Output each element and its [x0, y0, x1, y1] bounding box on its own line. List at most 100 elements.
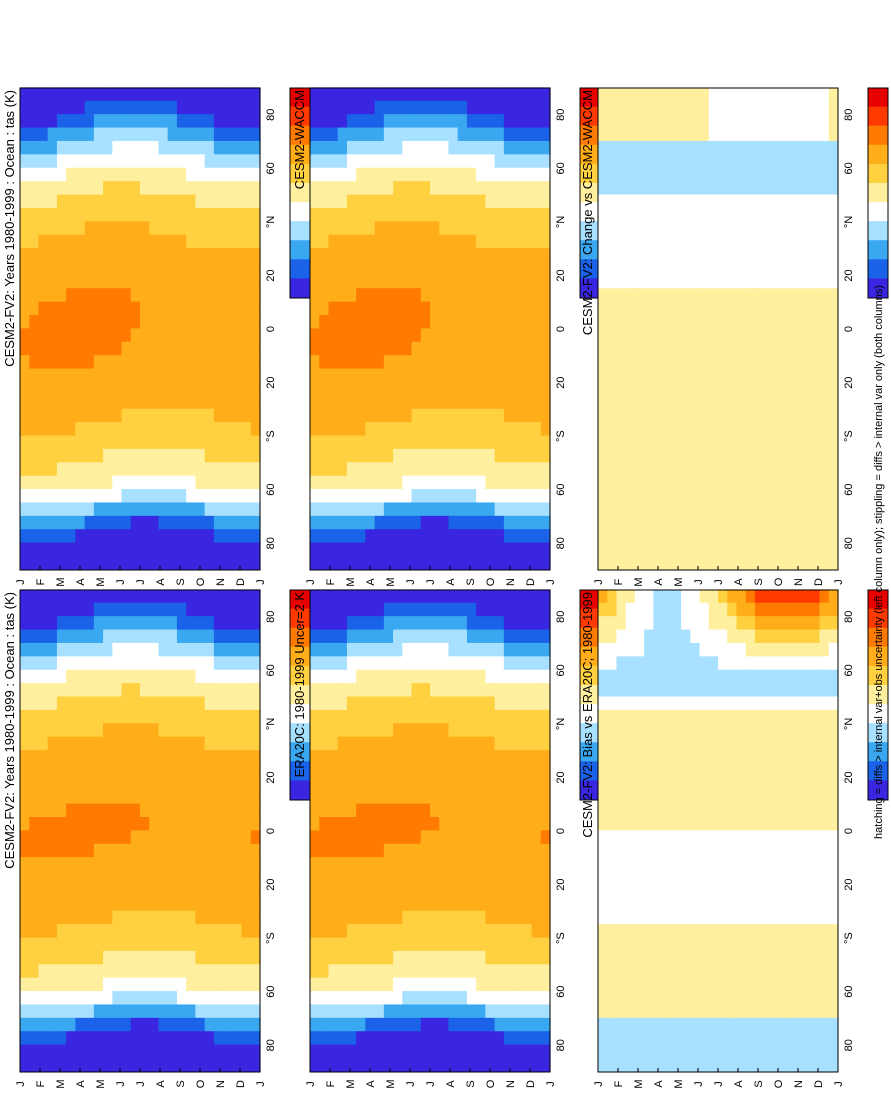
heat-cell [644, 642, 654, 657]
colorbar-swatch [580, 221, 600, 241]
heat-cell [513, 950, 523, 965]
heat-cell [690, 830, 701, 845]
heat-cell [782, 723, 793, 738]
heat-cell [383, 462, 394, 477]
x-tick-label: D [525, 1080, 537, 1088]
heat-cell [158, 408, 169, 423]
heat-cell [47, 897, 58, 912]
heat-cell [84, 669, 95, 684]
heat-cell [448, 924, 459, 939]
colorbar-swatch [290, 780, 310, 800]
heat-cell [616, 950, 627, 965]
heat-cell [204, 642, 215, 657]
heat-cell [448, 515, 459, 530]
heat-cell [319, 1058, 330, 1072]
heat-cell [56, 910, 67, 925]
heat-cell [448, 1044, 459, 1059]
heat-cell [513, 140, 523, 155]
heat-cell [540, 843, 551, 858]
heat-cell [736, 723, 747, 738]
heat-cell [310, 830, 320, 845]
heat-cell [420, 910, 431, 925]
heat-cell [84, 857, 95, 872]
heat-cell [176, 154, 187, 169]
heat-cell [466, 381, 477, 396]
heat-cell [531, 368, 542, 383]
heat-cell [393, 181, 403, 196]
heat-cell [745, 964, 756, 979]
heat-cell [764, 830, 774, 845]
heat-cell [158, 140, 169, 155]
heat-cell [319, 542, 330, 557]
heat-cell [204, 602, 215, 617]
heat-cell [476, 154, 486, 169]
heat-cell [540, 140, 551, 155]
heat-cell [466, 140, 477, 155]
heat-cell [84, 790, 95, 805]
heat-cell [430, 736, 440, 751]
heatmap-cells [598, 87, 839, 570]
heat-cell [411, 642, 422, 657]
heat-cell [47, 328, 58, 343]
heat-cell [393, 114, 403, 129]
heat-cell [439, 803, 450, 818]
heat-cell [319, 964, 330, 979]
heat-cell [782, 683, 793, 698]
heat-cell [103, 167, 113, 182]
heat-cell [328, 629, 339, 644]
heat-cell [598, 602, 608, 617]
y-tick-label: 80 [265, 537, 277, 549]
x-tick-label: S [753, 1080, 765, 1087]
heat-cell [328, 341, 339, 356]
heat-cell [607, 924, 618, 939]
heat-cell [140, 964, 150, 979]
heat-cell [383, 181, 394, 196]
heat-cell [671, 683, 682, 698]
heat-cell [671, 950, 682, 965]
heat-cell [130, 696, 141, 711]
heat-cell [513, 683, 523, 698]
heat-cell [644, 803, 654, 818]
heat-cell [513, 408, 523, 423]
colorbar: 543210-1-2-3-4-5 [867, 589, 889, 801]
heat-cell [223, 830, 233, 845]
heat-cell [241, 114, 252, 129]
heat-cell [195, 448, 206, 463]
heat-cell [250, 937, 261, 952]
heat-cell [430, 395, 440, 410]
heat-cell [607, 629, 618, 644]
heat-cell [176, 167, 187, 182]
heat-cell [513, 897, 523, 912]
heat-cell [653, 870, 664, 885]
heat-cell [411, 897, 422, 912]
heat-cell [112, 221, 123, 236]
heat-cell [319, 100, 330, 115]
heat-cell [393, 502, 403, 517]
heat-cell [346, 897, 357, 912]
heat-cell [346, 817, 357, 831]
heat-cell [764, 1031, 774, 1046]
heat-cell [457, 87, 468, 102]
heat-cell [241, 435, 252, 450]
heat-cell [232, 127, 243, 142]
heat-cell [232, 790, 243, 805]
heat-cell [250, 435, 261, 450]
heat-cell [20, 422, 30, 437]
colorbar-swatch [580, 704, 600, 724]
heat-cell [540, 435, 551, 450]
heat-cell [140, 274, 150, 289]
heat-cell [93, 181, 104, 196]
heat-cell [439, 435, 450, 450]
heat-cell [38, 475, 49, 490]
heat-cell [708, 589, 719, 604]
heat-cell [754, 790, 765, 805]
heat-cell [430, 87, 440, 102]
heat-cell [457, 1017, 468, 1032]
heat-cell [186, 248, 196, 263]
y-tick-label: 80 [843, 611, 855, 623]
heat-cell [176, 127, 187, 142]
heat-cell [66, 261, 76, 276]
heat-cell [47, 234, 58, 249]
heat-cell [690, 977, 701, 992]
heat-cell [346, 883, 357, 898]
